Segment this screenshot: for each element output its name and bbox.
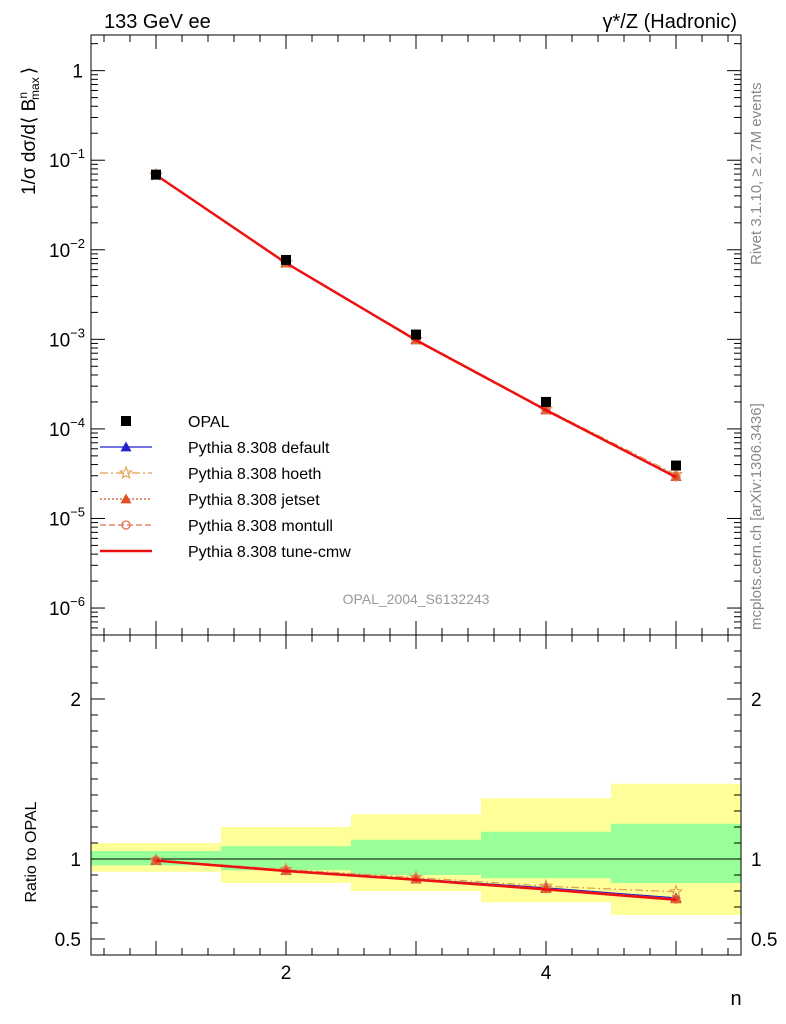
opal-data-point — [411, 329, 421, 340]
series-point — [671, 472, 681, 482]
legend-marker — [120, 493, 132, 504]
header-left: 133 GeV ee — [104, 11, 211, 33]
ratio-y-tick-label-right: 2 — [751, 690, 762, 711]
inner-band — [481, 831, 611, 879]
legend-label: Pythia 8.308 montull — [188, 518, 333, 535]
ratio-ylabel: Ratio to OPAL — [23, 801, 40, 902]
ratio-series-line — [155, 859, 677, 902]
opal-data-point — [541, 396, 551, 407]
y-tick-label: 10−4 — [49, 415, 85, 441]
inner-band — [351, 839, 481, 875]
ratio-panel: 2 4 0.5 0.5 1 1 2 2 — [55, 634, 777, 984]
x-axis-label: n — [730, 988, 741, 1010]
y-tick-base: 10 — [49, 420, 70, 441]
y-tick-exponent: −2 — [70, 236, 85, 251]
y-tick-base: 10 — [49, 599, 70, 620]
ratio-y-tick-label: 1 — [70, 850, 81, 871]
y-tick-base: 10 — [49, 241, 70, 262]
ratio-y-tick-label-right: 1 — [751, 850, 762, 871]
y-tick-label: 10−2 — [49, 236, 85, 262]
y-tick-label: 1 — [72, 62, 83, 83]
legend-label: Pythia 8.308 default — [188, 440, 330, 457]
series-line — [155, 174, 677, 478]
y-tick-exponent: −5 — [70, 504, 85, 519]
ratio-y-tick-label: 2 — [70, 690, 81, 711]
legend: OPAL Pythia 8.308 default Pythia 8.308 hoe… — [100, 414, 351, 561]
legend-label: OPAL — [188, 414, 230, 431]
x-tick-label: 2 — [281, 963, 292, 984]
series-line — [155, 173, 677, 479]
y-tick-label: 10−3 — [49, 325, 85, 351]
legend-label: Pythia 8.308 jetset — [188, 492, 320, 509]
main-panel: 110−110−210−310−410−510−6 — [49, 34, 742, 636]
y-tick-label: 10−1 — [49, 146, 85, 172]
y-tick-exponent: −3 — [70, 325, 85, 340]
opal-data-point — [671, 460, 681, 471]
legend-label: Pythia 8.308 tune-cmw — [188, 544, 351, 561]
y-tick-label: 10−6 — [49, 594, 85, 620]
ratio-y-tick-label-right: 0.5 — [751, 930, 777, 951]
legend-marker — [121, 520, 131, 530]
mcplots-label: mcplots.cern.ch [arXiv:1306.3436] — [748, 403, 765, 630]
opal-data-point — [151, 169, 161, 180]
series-line — [155, 174, 677, 477]
legend-opal-marker — [121, 416, 131, 426]
series-line — [155, 174, 677, 478]
main-ylabel: 1/σ dσ/d⟨ Bnmax⟩ — [16, 67, 42, 195]
y-tick-exponent: −6 — [70, 594, 85, 609]
opal-data-point — [281, 254, 291, 265]
y-tick-base: 10 — [49, 330, 70, 351]
legend-marker — [118, 465, 134, 480]
rivet-label: Rivet 3.1.10, ≥ 2.7M events — [748, 83, 765, 266]
legend-label: Pythia 8.308 hoeth — [188, 466, 321, 483]
inner-band — [611, 823, 741, 883]
x-tick-label: 4 — [541, 963, 552, 984]
legend-marker — [120, 441, 132, 452]
ratio-series-point — [150, 854, 162, 865]
analysis-watermark: OPAL_2004_S6132243 — [343, 591, 490, 607]
ratio-y-tick-label: 0.5 — [55, 930, 81, 951]
y-tick-label: 10−5 — [49, 504, 85, 530]
series-line — [155, 174, 677, 476]
y-tick-exponent: −4 — [70, 415, 85, 430]
y-tick-exponent: −1 — [70, 146, 85, 161]
y-tick-base: 10 — [49, 509, 70, 530]
y-tick-base: 10 — [49, 151, 70, 172]
header-right: γ*/Z (Hadronic) — [603, 11, 737, 33]
